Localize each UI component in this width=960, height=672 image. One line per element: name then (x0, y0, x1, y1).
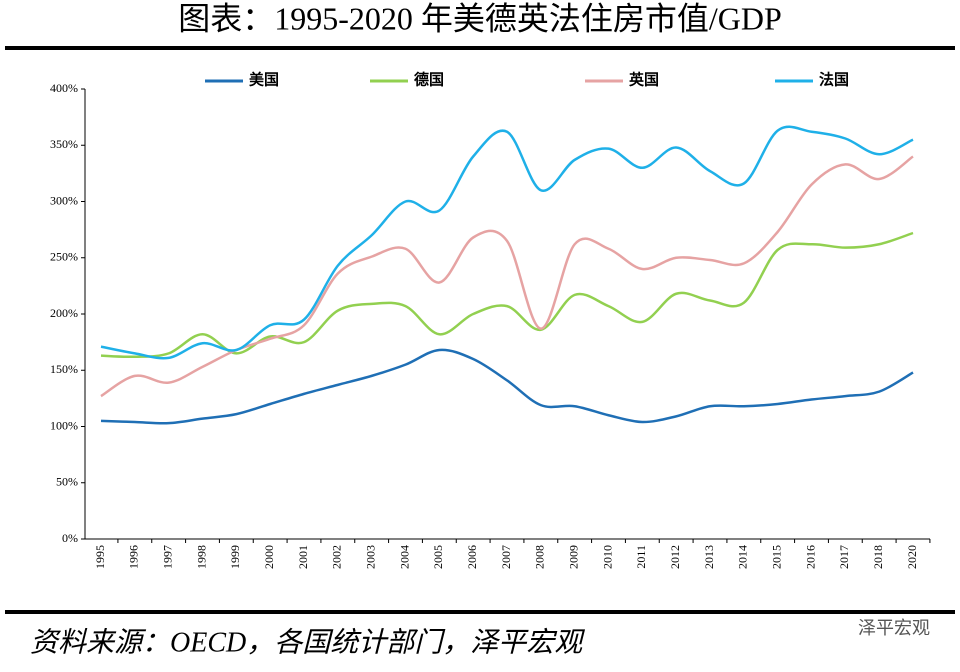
x-tick-label: 2001 (296, 545, 310, 569)
x-tick-label: 2005 (431, 545, 445, 569)
x-tick-label: 2009 (566, 545, 580, 569)
series-line (100, 231, 914, 359)
x-tick-label: 2016 (803, 545, 817, 569)
x-tick-label: 2015 (769, 545, 783, 569)
top-rule (5, 46, 955, 50)
x-tick-label: 1999 (228, 545, 242, 569)
y-tick-label: 150% (50, 362, 78, 376)
x-tick-label: 1995 (93, 545, 107, 569)
x-tick-label: 1997 (160, 545, 174, 569)
y-tick-label: 50% (56, 475, 78, 489)
legend-label: 英国 (629, 70, 659, 88)
y-tick-label: 250% (50, 250, 78, 264)
y-tick-label: 300% (50, 193, 78, 207)
x-tick-label: 1996 (127, 545, 141, 569)
chart-title: 图表：1995-2020 年美德英法住房市值/GDP (178, 0, 782, 36)
x-tick-label: 2003 (363, 545, 377, 569)
legend-label: 德国 (414, 70, 444, 88)
x-tick-label: 2014 (736, 545, 750, 569)
x-tick-label: 1998 (194, 545, 208, 569)
x-tick-label: 2002 (330, 545, 344, 569)
x-tick-label: 2012 (668, 545, 682, 569)
x-tick-label: 2020 (905, 545, 919, 569)
x-tick-label: 2010 (600, 545, 614, 569)
y-tick-label: 200% (50, 306, 78, 320)
x-tick-label: 2008 (533, 545, 547, 569)
watermark: 泽平宏观 (858, 618, 930, 638)
x-tick-label: 2017 (837, 545, 851, 569)
series-line (100, 155, 914, 398)
x-tick-label: 2013 (702, 545, 716, 569)
x-tick-label: 2000 (262, 545, 276, 569)
x-tick-label: 2018 (871, 545, 885, 569)
y-tick-label: 100% (50, 418, 78, 432)
source: 资料来源：OECD，各国统计部门，泽平宏观 (30, 627, 585, 658)
series-line (100, 348, 914, 425)
x-tick-label: 2006 (465, 545, 479, 569)
y-tick-label: 0% (62, 531, 78, 545)
bottom-rule (5, 610, 955, 614)
y-tick-label: 350% (50, 137, 78, 151)
y-tick-label: 400% (50, 81, 78, 95)
series-line (100, 125, 914, 360)
x-tick-label: 2011 (634, 545, 648, 569)
x-tick-label: 2007 (499, 545, 513, 569)
legend-label: 法国 (819, 70, 849, 88)
x-tick-label: 2004 (397, 545, 411, 569)
legend-label: 美国 (249, 70, 279, 88)
